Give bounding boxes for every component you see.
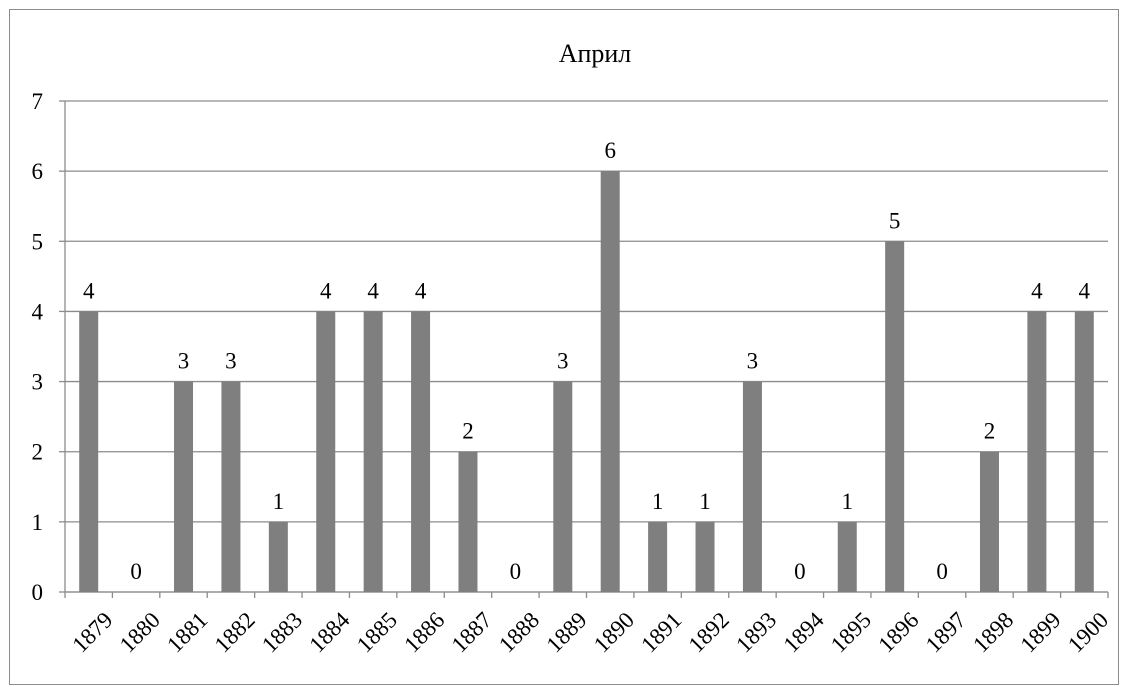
- bar: [885, 241, 905, 593]
- x-tick-label: 1891: [636, 607, 686, 657]
- data-label: 2: [984, 419, 996, 444]
- x-tick-label: 1883: [257, 607, 307, 657]
- x-tick-label: 1896: [873, 607, 923, 657]
- data-label: 4: [1079, 278, 1091, 303]
- data-labels: 4 0 3 3 1 4 4 4 2 0 3 6 1 1 3 0 1 5 0 2 4 4: [83, 138, 1091, 584]
- x-tick-label: 1895: [826, 607, 876, 657]
- bar: [1074, 311, 1094, 592]
- x-tick-label: 1890: [589, 607, 639, 657]
- data-label: 4: [320, 278, 332, 303]
- x-tick-label: 1889: [541, 607, 591, 657]
- bar: [837, 521, 857, 592]
- data-label: 6: [604, 138, 616, 163]
- data-label: 5: [889, 208, 901, 233]
- data-label: 1: [652, 489, 664, 514]
- y-tick-label: 0: [32, 580, 44, 605]
- y-tick-label: 6: [32, 159, 44, 184]
- y-tick-label: 1: [32, 510, 44, 535]
- y-tick-label: 2: [32, 440, 44, 465]
- bar: [458, 451, 478, 592]
- chart-title: Април: [559, 39, 632, 68]
- y-axis-tick-labels: 0 1 2 3 4 5 6 7: [32, 89, 44, 605]
- x-tick-label: 1899: [1016, 607, 1066, 657]
- bar: [411, 311, 431, 592]
- x-tick-label: 1879: [67, 607, 117, 657]
- y-tick-label: 4: [32, 299, 44, 324]
- y-tick-label: 5: [32, 229, 44, 254]
- data-label: 4: [83, 278, 95, 303]
- bars: [79, 171, 1094, 593]
- x-axis-tick-labels: 1879188018811882188318841885188618871888…: [67, 607, 1113, 658]
- bar: [695, 521, 715, 592]
- data-label: 0: [130, 559, 142, 584]
- data-label: 2: [462, 419, 474, 444]
- x-tick-label: 1887: [447, 607, 497, 657]
- x-tick-label: 1894: [778, 607, 829, 658]
- data-label: 0: [936, 559, 948, 584]
- x-tick-label: 1897: [921, 607, 971, 657]
- y-tick-label: 7: [32, 89, 44, 114]
- x-tick-label: 1900: [1063, 607, 1113, 657]
- bar: [648, 521, 668, 592]
- x-tick-label: 1888: [494, 607, 544, 657]
- data-label: 3: [178, 349, 190, 374]
- data-label: 3: [747, 349, 759, 374]
- bar: [600, 171, 620, 592]
- bar: [221, 381, 241, 592]
- bar: [553, 381, 573, 592]
- data-label: 0: [794, 559, 806, 584]
- data-label: 1: [699, 489, 711, 514]
- y-tick-label: 3: [32, 370, 44, 395]
- data-label: 3: [225, 349, 237, 374]
- bar: [742, 381, 762, 592]
- x-tick-label: 1885: [352, 607, 402, 657]
- bar: [268, 521, 288, 592]
- data-label: 1: [273, 489, 285, 514]
- axes: [59, 100, 1109, 598]
- x-tick-label: 1880: [115, 607, 165, 657]
- x-tick-label: 1881: [162, 607, 212, 657]
- x-tick-label: 1892: [684, 607, 734, 657]
- bar: [79, 311, 99, 592]
- bar: [174, 381, 194, 592]
- bar: [1027, 311, 1047, 592]
- data-label: 4: [415, 278, 427, 303]
- bar: [316, 311, 336, 592]
- x-tick-label: 1886: [399, 607, 449, 657]
- bar: [979, 451, 999, 592]
- x-tick-label: 1898: [968, 607, 1018, 657]
- x-tick-label: 1884: [304, 607, 355, 658]
- data-label: 1: [842, 489, 854, 514]
- data-label: 4: [367, 278, 379, 303]
- x-tick-label: 1882: [210, 607, 260, 657]
- data-label: 4: [1031, 278, 1043, 303]
- x-tick-label: 1893: [731, 607, 781, 657]
- data-label: 3: [557, 349, 569, 374]
- data-label: 0: [510, 559, 522, 584]
- bar: [363, 311, 383, 592]
